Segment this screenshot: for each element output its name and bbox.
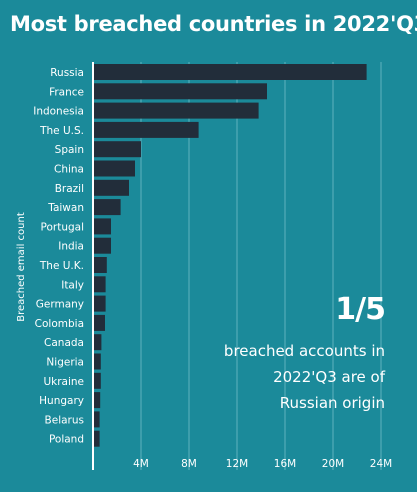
bar [94, 334, 102, 351]
category-label: Taiwan [47, 202, 84, 214]
x-tick-label: 12M [226, 458, 248, 470]
x-tick-label: 16M [274, 458, 296, 470]
bar [94, 295, 106, 312]
category-label: Brazil [55, 183, 84, 195]
category-label: Indonesia [33, 106, 84, 118]
bar [94, 257, 107, 273]
callout: 1/5 breached accounts in 2022'Q3 are of … [215, 292, 386, 416]
category-label: India [58, 241, 84, 253]
callout-value: 1/5 [335, 292, 386, 327]
x-tick-label: 24M [370, 458, 392, 470]
bar [94, 372, 101, 389]
callout-text: breached accounts in 2022'Q3 are of Russ… [223, 342, 385, 412]
category-label: Belarus [45, 414, 84, 426]
category-label: Colombia [35, 318, 84, 330]
category-label: Poland [49, 434, 84, 446]
bar [94, 121, 199, 138]
bar [94, 392, 101, 409]
x-tick-label: 8M [181, 458, 197, 470]
category-labels: Russia France Indonesia The U.S. Spain China B… [33, 67, 84, 446]
x-tick-label: 20M [322, 458, 344, 470]
category-label: Canada [44, 337, 84, 349]
bar [94, 141, 141, 158]
category-label: Russia [50, 67, 84, 79]
category-label: The U.K. [39, 260, 84, 272]
chart-title: Most breached countries in 2022'Q3 [10, 12, 417, 36]
category-label: Germany [36, 299, 84, 311]
category-label: France [49, 86, 84, 98]
bar [94, 218, 111, 235]
bar [94, 160, 135, 177]
bars [94, 64, 367, 447]
category-label: Spain [55, 144, 84, 156]
bar [94, 276, 106, 293]
bar [94, 237, 111, 254]
bar [94, 314, 105, 331]
category-label: Italy [61, 279, 84, 291]
category-label: Portugal [41, 221, 85, 233]
y-axis-title: Breached email count [16, 212, 27, 322]
category-label: Nigeria [46, 357, 84, 369]
bar [94, 102, 259, 119]
category-label: Hungary [39, 395, 84, 407]
bar [94, 83, 267, 100]
x-tick-labels: 4M 8M 12M 16M 20M 24M [133, 458, 392, 470]
bar [94, 64, 367, 80]
category-label: Ukraine [43, 376, 84, 388]
bar [94, 353, 101, 370]
bar [94, 430, 100, 447]
category-label: China [54, 164, 84, 176]
x-tick-label: 4M [133, 458, 149, 470]
category-label: The U.S. [39, 125, 84, 137]
bar [94, 411, 100, 428]
bar [94, 179, 129, 196]
bar [94, 199, 121, 216]
